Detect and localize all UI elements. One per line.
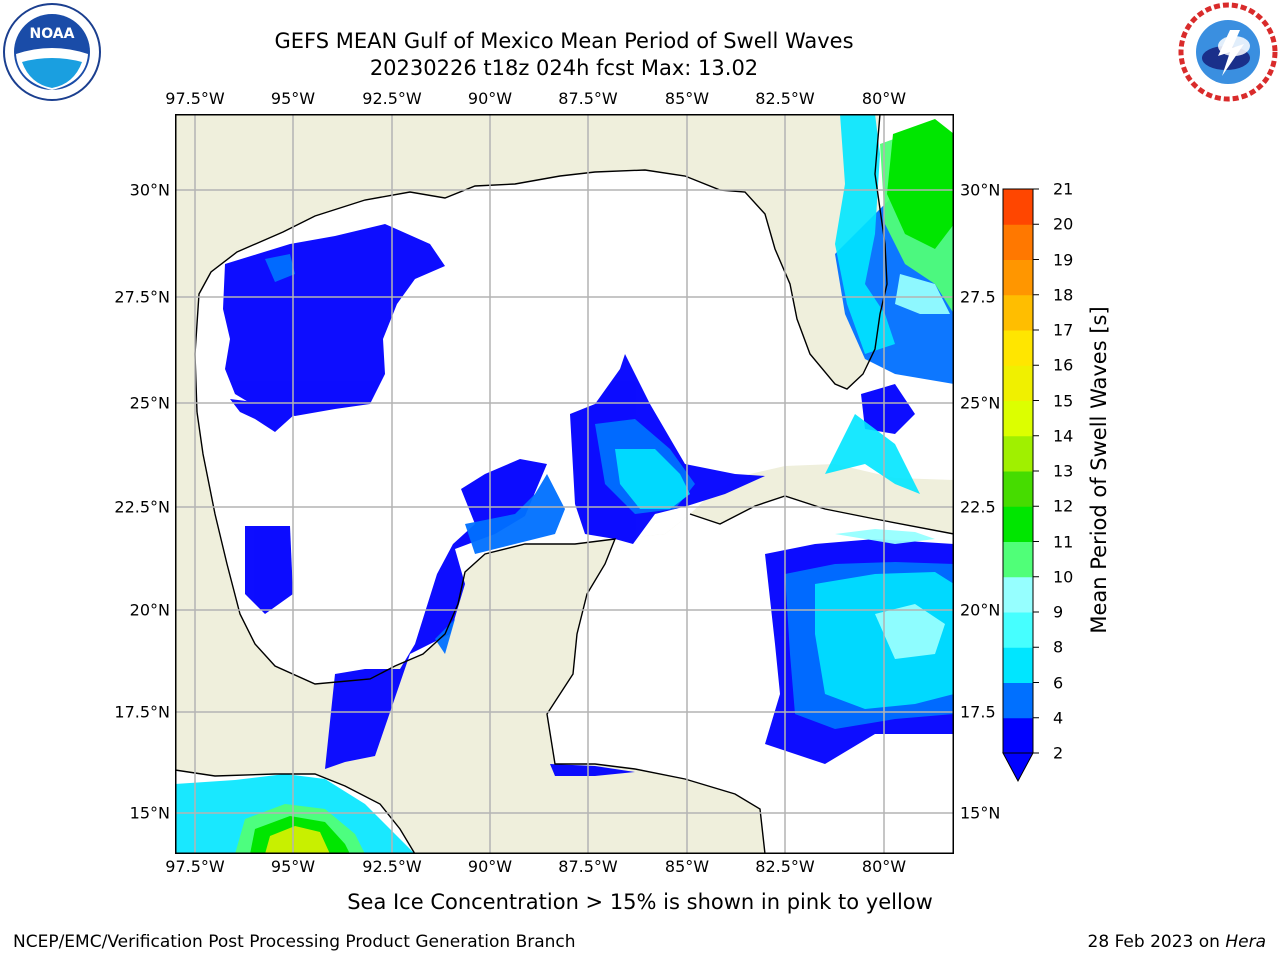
lon-label-bottom-80w: 80°W [861, 857, 907, 876]
colorbar-band [1003, 224, 1033, 260]
lat-label-left-20n: 20°N [129, 600, 170, 620]
noaa-logo: NOAA [3, 3, 101, 101]
lon-label-top-92-5w: 92.5°W [362, 89, 422, 108]
lon-label-bottom-97-5w: 97.5°W [165, 857, 225, 876]
colorbar-band [1003, 259, 1033, 296]
coastlines [175, 114, 954, 854]
colorbar-band [1003, 400, 1033, 437]
colorbar-band [1003, 189, 1033, 225]
colorbar-title: Mean Period of Swell Waves [s] [1087, 306, 1111, 634]
lat-label-left-25n: 25°N [129, 393, 170, 413]
lon-label-bottom-95w: 95°W [270, 857, 316, 876]
lat-label-left-15n: 15°N [129, 803, 170, 823]
swell-field-12-13s [265, 826, 330, 854]
colorbar-label: 10 [1053, 567, 1074, 587]
colorbar-label: 15 [1053, 391, 1074, 410]
sea-ice-note: Sea Ice Concentration > 15% is shown in … [347, 890, 933, 914]
lon-label-bottom-87-5w: 87.5°W [558, 857, 618, 876]
lat-label-right-27-5: 27.5 [960, 287, 996, 307]
colorbar-label: 20 [1053, 214, 1074, 234]
lat-label-right-17-5: 17.5 [960, 702, 996, 722]
map-border [175, 114, 954, 854]
colorbar-band [1003, 330, 1033, 366]
map-subtitle: 20230226 t18z 024h fcst Max: 13.02 [369, 56, 759, 80]
colorbar-band [1003, 506, 1033, 542]
colorbar-band [1003, 435, 1033, 472]
colorbar-band [1003, 612, 1033, 648]
lon-label-bottom-82-5w: 82.5°W [755, 857, 815, 876]
lon-label-top-87-5w: 87.5°W [558, 89, 618, 108]
lon-label-top-85w: 85°W [664, 89, 710, 108]
colorbar-label: 9 [1053, 602, 1064, 622]
lat-label-right-22-5: 22.5 [960, 497, 996, 517]
run-host: Hera [1225, 932, 1266, 952]
colorbar-label: 11 [1053, 532, 1074, 551]
colorbar-label: 4 [1053, 708, 1064, 728]
gridlines [175, 114, 954, 854]
colorbar-bands [1003, 189, 1033, 754]
swell-field-8-9s [835, 274, 950, 659]
lon-label-top-90w: 90°W [467, 89, 513, 108]
colorbar-label: 6 [1053, 673, 1064, 692]
lon-label-bottom-90w: 90°W [467, 857, 513, 876]
colorbar-label: 12 [1053, 496, 1074, 516]
map-frame [175, 114, 954, 854]
lat-label-right-20n: 20°N [960, 600, 1001, 620]
nws-logo [1178, 2, 1278, 102]
colorbar-band [1003, 471, 1033, 507]
lon-label-top-97-5w: 97.5°W [165, 89, 225, 108]
lat-label-right-30n: 30°N [960, 180, 1001, 200]
map-title: GEFS MEAN Gulf of Mexico Mean Period of … [274, 29, 854, 53]
colorbar-band [1003, 541, 1033, 578]
org-credit: NCEP/EMC/Verification Post Processing Pr… [13, 932, 576, 952]
lon-label-bottom-85w: 85°W [664, 857, 710, 876]
lat-label-left-27-5n: 27.5°N [114, 287, 170, 307]
colorbar-tick-marks [1033, 188, 1039, 754]
colorbar-label: 14 [1053, 426, 1074, 446]
lon-label-top-82-5w: 82.5°W [755, 89, 815, 108]
lon-label-top-95w: 95°W [270, 89, 316, 108]
colorbar [1002, 188, 1039, 783]
colorbar-band [1003, 365, 1033, 401]
colorbar-band [1003, 647, 1033, 683]
colorbar-label: 19 [1053, 250, 1074, 269]
colorbar-label: 21 [1053, 179, 1074, 199]
lon-label-bottom-92-5w: 92.5°W [362, 857, 422, 876]
lon-label-top-80w: 80°W [861, 89, 907, 108]
colorbar-band [1003, 576, 1033, 613]
lat-label-left-17-5n: 17.5°N [114, 702, 170, 722]
colorbar-extend-arrow [1002, 752, 1034, 783]
colorbar-label: 17 [1053, 320, 1074, 340]
colorbar-band [1003, 717, 1033, 754]
lat-label-right-25n: 25°N [960, 393, 1001, 413]
colorbar-label: 8 [1053, 637, 1064, 657]
colorbar-band [1003, 682, 1033, 719]
lat-label-right-15n: 15°N [960, 803, 1001, 823]
colorbar-band [1003, 294, 1033, 331]
noaa-logo-text: NOAA [30, 26, 75, 42]
colorbar-label: 13 [1053, 461, 1074, 481]
colorbar-label: 18 [1053, 285, 1074, 305]
run-date: 28 Feb 2023 on Hera [1088, 932, 1266, 952]
run-date-text: 28 Feb 2023 on [1087, 932, 1226, 952]
colorbar-label: 16 [1053, 355, 1074, 375]
lat-label-left-30n: 30°N [129, 180, 170, 200]
colorbar-label: 2 [1053, 743, 1064, 763]
lat-label-left-22-5n: 22.5°N [114, 497, 170, 517]
